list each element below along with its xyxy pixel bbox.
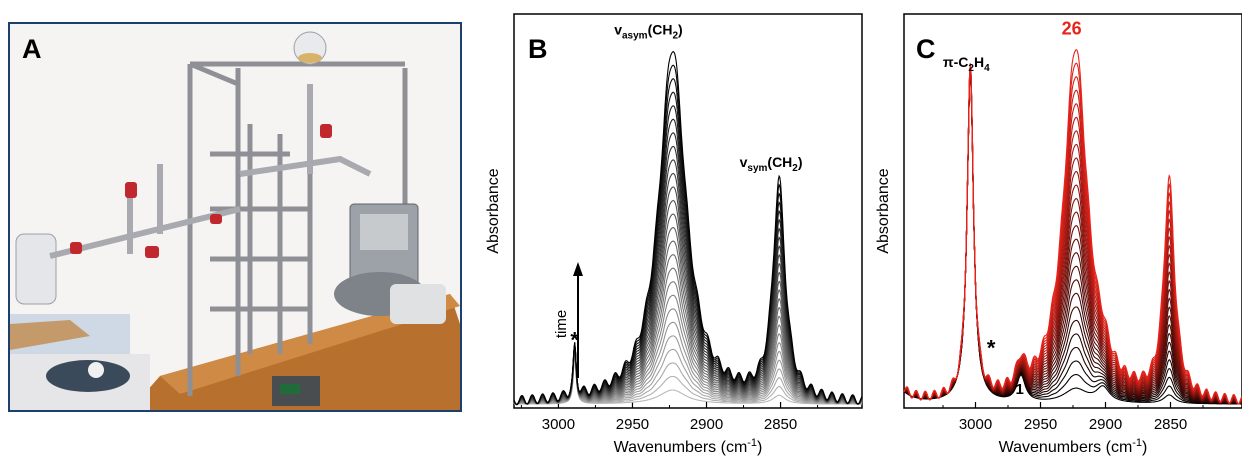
annotation-sym-sub: sym: [747, 163, 767, 174]
annotation-sym-group: (CH: [767, 154, 792, 170]
panel-label-a: A: [22, 34, 42, 64]
x-tick-label: 3000: [542, 416, 575, 433]
x-axis-label-text: Wavenumbers (cm: [999, 439, 1133, 456]
spectrum-line: [903, 64, 1242, 405]
annotation-asym-base: v: [614, 22, 622, 38]
spectrum-line: [903, 71, 1242, 405]
spectrum-line: [903, 67, 1242, 405]
annotation-asym-group: (CH: [648, 22, 673, 38]
apparatus-illustration: [10, 24, 460, 410]
x-tick-label: 2850: [764, 416, 797, 433]
annotation-first-spectrum: 1: [1016, 381, 1024, 398]
apparatus-photo: [8, 22, 462, 412]
spectrum-line: [903, 67, 1242, 405]
x-tick-label: 2950: [1024, 416, 1057, 433]
x-axis-label-close: ): [1142, 439, 1147, 456]
x-tick-label: 3000: [959, 416, 992, 433]
spectrum-line: [903, 64, 1242, 405]
annotation-sym-base: v: [740, 154, 748, 170]
annotation-pi-mid: H: [974, 54, 984, 70]
annotation-star: *: [987, 335, 996, 360]
chart-panel-c: 3000 2950 2900 2850 Wavenumbers (cm-1) Absorb…: [875, 13, 1242, 456]
annotation-star: *: [570, 327, 579, 352]
spectrum-line: [903, 67, 1242, 405]
spectrum-line: [903, 49, 1242, 405]
annotation-sym-sub2: 2: [792, 163, 798, 174]
annotation-asym-sub2: 2: [672, 31, 678, 42]
x-axis-label-sup: -1: [747, 437, 757, 449]
spectrum-line: [903, 66, 1242, 405]
x-tick-label: 2850: [1154, 416, 1187, 433]
x-tick-label: 2950: [616, 416, 649, 433]
spectrum-line: [904, 71, 1242, 405]
x-axis-label: Wavenumbers (cm-1): [999, 437, 1148, 456]
x-axis-label: Wavenumbers (cm-1): [614, 437, 763, 456]
spectrum-line: [903, 70, 1242, 405]
panel-label-b: B: [528, 34, 548, 64]
annotation-sym-close: ): [798, 154, 803, 170]
x-tick-label: 2900: [1089, 416, 1122, 433]
annotation-asym-sub: asym: [622, 31, 648, 42]
annotation-last-spectrum: 26: [1062, 19, 1082, 39]
spectrum-line: [903, 66, 1242, 405]
spectrum-line: [903, 69, 1242, 405]
annotation-asym-close: ): [678, 22, 683, 38]
x-axis-label-sup: -1: [1132, 437, 1142, 449]
spectrum-line: [903, 64, 1242, 405]
spectrum-line: [903, 70, 1242, 405]
annotation-pi-c2h4: π-C2H4: [943, 54, 990, 74]
plot-frame: [513, 13, 863, 409]
spectrum-line: [904, 70, 1242, 405]
annotation-asym-ch2: vasym(CH2): [614, 22, 683, 42]
annotation-pi-sub1: 2: [968, 63, 974, 74]
spectrum-line: [903, 68, 1242, 405]
annotation-time: time: [553, 310, 570, 338]
y-axis-label: Absorbance: [875, 168, 892, 253]
x-tick-label: 2900: [690, 416, 723, 433]
spectrum-line: [903, 72, 1242, 405]
x-axis-label-close: ): [757, 439, 762, 456]
x-axis-label-text: Wavenumbers (cm: [614, 439, 748, 456]
annotation-pi-prefix: π-C: [943, 54, 969, 70]
spectrum-line: [903, 68, 1242, 405]
spectrum-line: [903, 65, 1242, 405]
spectrum-line: [903, 65, 1242, 405]
spectrum-line: [903, 69, 1242, 405]
spectrum-line: [903, 62, 1242, 405]
panel-label-c: C: [916, 34, 936, 64]
annotation-pi-sub2: 4: [984, 63, 990, 74]
time-arrow-head: [573, 262, 583, 276]
spectrum-line: [513, 50, 863, 406]
y-axis-label: Absorbance: [485, 168, 502, 253]
annotation-sym-ch2: vsym(CH2): [740, 154, 803, 174]
